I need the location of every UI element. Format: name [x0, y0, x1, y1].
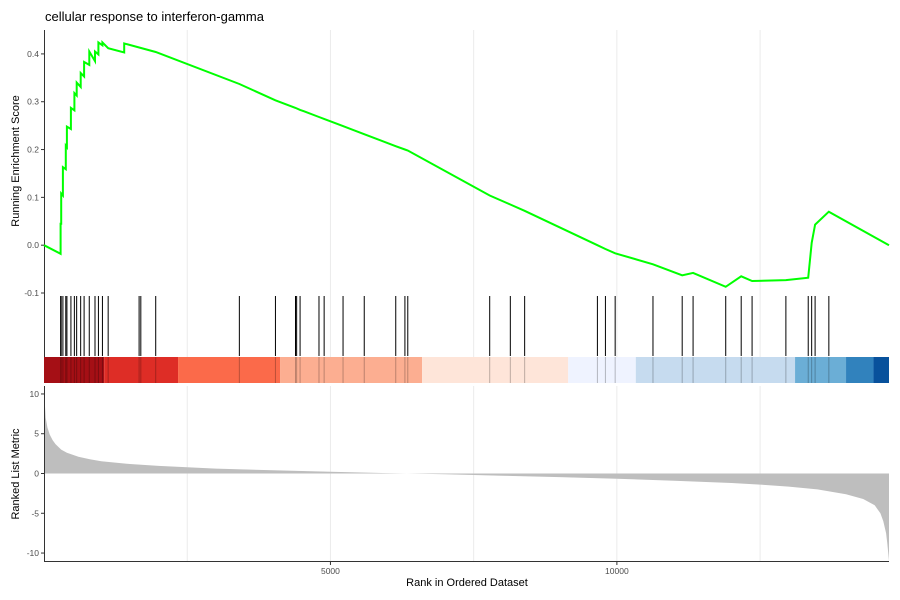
x-tick-label: 10000	[605, 566, 629, 576]
metric-y-tick-label: 10	[30, 389, 40, 399]
hit-lines	[60, 296, 830, 356]
heat-band-segment	[795, 357, 847, 383]
x-tick-label: 5000	[321, 566, 340, 576]
metric-y-ticks: -10 -5 0 5 10	[27, 389, 44, 558]
metric-y-tick-label: -5	[31, 508, 39, 518]
hits-panel	[44, 293, 889, 383]
score-y-tick-label: -0.1	[24, 288, 39, 298]
running-score-line	[43, 39, 890, 288]
score-y-tick-label: 0.4	[27, 49, 39, 59]
rank-heat-band	[44, 357, 889, 383]
heat-band-segment	[568, 357, 636, 383]
metric-y-tick-label: 5	[34, 429, 39, 439]
x-axis-ticks: 5000 10000	[321, 561, 629, 576]
heat-band-segment	[44, 357, 105, 383]
x-axis-label: Rank in Ordered Dataset	[406, 577, 528, 589]
metric-y-axis-label: Ranked List Metric	[10, 428, 22, 520]
heat-band-segment	[280, 357, 423, 383]
chart-title: cellular response to interferon-gamma	[45, 9, 265, 24]
heat-band-segment	[178, 357, 281, 383]
heat-band-segment	[104, 357, 179, 383]
metric-y-tick-label: 0	[34, 469, 39, 479]
score-grid	[186, 30, 761, 293]
score-y-axis-label: Running Enrichment Score	[10, 95, 22, 226]
score-y-tick-label: 0.1	[27, 192, 39, 202]
score-y-tick-label: 0.3	[27, 97, 39, 107]
score-y-ticks: -0.1 0.0 0.1 0.2 0.3 0.4	[24, 49, 44, 298]
metric-y-tick-label: -10	[27, 548, 40, 558]
score-panel: -0.1 0.0 0.1 0.2 0.3 0.4 Running Enrichment S…	[10, 30, 890, 298]
heat-band-segment	[846, 357, 874, 383]
score-y-tick-label: 0.0	[27, 240, 39, 250]
heat-band-segment	[873, 357, 889, 383]
heat-band-segment	[422, 357, 569, 383]
heat-band-segment	[635, 357, 796, 383]
ranked-metric-area	[44, 390, 889, 561]
metric-panel: -10 -5 0 5 10 5000 10000 Ranked List Metric R…	[10, 386, 889, 589]
score-y-tick-label: 0.2	[27, 145, 39, 155]
